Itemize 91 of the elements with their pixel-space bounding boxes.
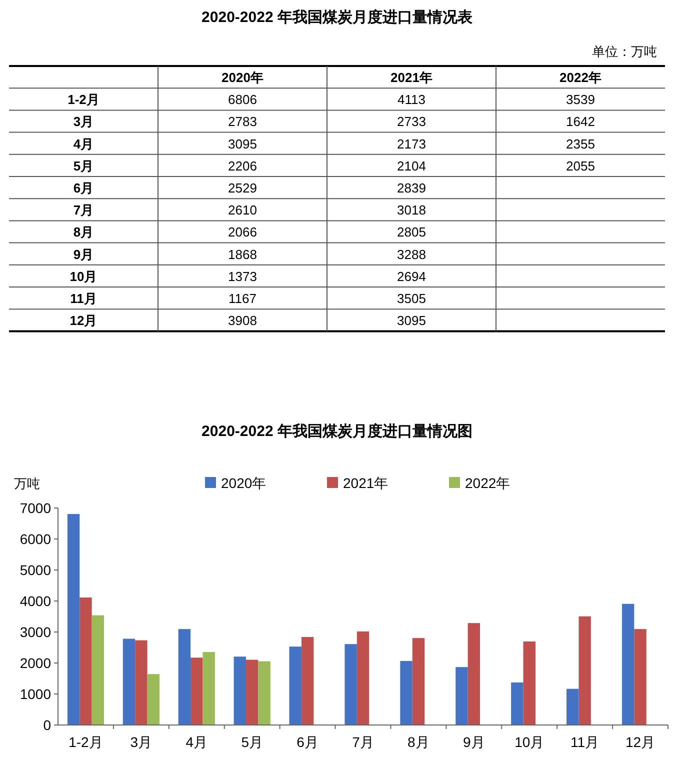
data-label: 2066 [228, 224, 257, 240]
x-tick-label: 6月 [296, 734, 318, 750]
bar [344, 644, 357, 725]
bar [634, 629, 646, 725]
y-tick-label: 8月 [73, 224, 94, 240]
data-label: 2104 [397, 158, 426, 174]
data-label: 3505 [397, 291, 426, 306]
bar [622, 604, 634, 725]
bar [456, 667, 468, 725]
data-label: 2206 [228, 158, 257, 174]
y-axis-title: 万吨 [14, 476, 40, 491]
data-label: 3018 [397, 202, 426, 218]
bar [190, 658, 203, 725]
y-tick-label: 11月 [70, 291, 97, 306]
bar [80, 597, 92, 725]
y-tick-label: 10月 [70, 268, 98, 284]
x-tick-label: 2022年 [560, 70, 602, 85]
y-tick-label: 2000 [20, 655, 52, 671]
data-label: 2355 [566, 136, 595, 152]
y-tick-label: 5000 [20, 562, 52, 578]
x-tick-label: 7月 [352, 734, 374, 750]
bar [135, 640, 148, 725]
bar [412, 638, 425, 725]
y-tick-label: 7月 [73, 202, 94, 218]
data-label: 2173 [397, 136, 426, 152]
data-label: 3095 [228, 136, 257, 152]
bar [400, 660, 412, 725]
data-label: 3539 [566, 92, 595, 108]
data-label: 2783 [228, 114, 257, 130]
chart-title: 2020-2022 年我国煤炭月度进口量情况表 [202, 8, 474, 26]
y-tick-label: 4月 [73, 136, 94, 152]
bar [258, 661, 270, 725]
data-label: 2055 [566, 158, 595, 174]
bar [356, 631, 370, 725]
bar [301, 636, 314, 725]
x-tick-label: 3月 [130, 734, 152, 750]
y-tick-label: 12月 [70, 313, 98, 328]
x-tick-label: 5月 [241, 734, 263, 750]
y-tick-label: 9月 [73, 246, 94, 262]
bar [202, 652, 215, 725]
bar [578, 616, 591, 725]
data-label: 2839 [397, 180, 426, 196]
bar [122, 638, 136, 725]
bar [523, 641, 536, 725]
y-tick-label: 1-2月 [68, 92, 100, 108]
bar [147, 674, 160, 725]
legend-label: 2020年 [221, 475, 266, 491]
bar [289, 646, 302, 725]
y-tick-label: 1000 [20, 686, 52, 702]
bar [67, 514, 80, 725]
x-tick-label: 11月 [570, 734, 600, 750]
y-tick-label: 4000 [20, 593, 52, 609]
data-label: 1642 [566, 114, 595, 130]
y-tick-label: 3月 [73, 114, 94, 130]
data-label: 2529 [228, 180, 257, 196]
bar [234, 656, 246, 725]
data-label: 3095 [397, 313, 426, 328]
y-tick-label: 5月 [73, 158, 94, 174]
data-label: 2733 [397, 114, 426, 130]
data-label: 1868 [228, 246, 257, 262]
data-label: 2694 [397, 268, 426, 284]
y-tick-label: 3000 [20, 624, 52, 640]
bar [468, 623, 480, 725]
data-label: 4113 [398, 92, 426, 108]
data-label: 1373 [228, 268, 257, 284]
x-tick-label: 4月 [186, 734, 208, 750]
x-tick-label: 12月 [625, 734, 656, 750]
x-tick-label: 8月 [408, 734, 430, 750]
x-tick-label: 10月 [514, 734, 544, 750]
x-tick-label: 2020年 [222, 70, 264, 85]
x-tick-label: 2021年 [390, 70, 432, 85]
data-label: 6806 [228, 92, 257, 108]
legend-label: 2022年 [465, 475, 510, 491]
y-tick-label: 6000 [20, 531, 52, 547]
bar [92, 615, 104, 725]
data-label: 2805 [397, 224, 426, 240]
bar [511, 682, 524, 725]
data-label: 2610 [228, 202, 257, 218]
y-tick-label: 6月 [73, 180, 94, 196]
legend-label: 2021年 [343, 475, 388, 491]
y-tick-label: 0 [43, 717, 52, 733]
bar [246, 660, 258, 725]
chart-title: 2020-2022 年我国煤炭月度进口量情况图 [202, 422, 472, 440]
bar [178, 629, 191, 725]
y-tick-label: 7000 [20, 500, 52, 516]
data-label: 3908 [228, 313, 257, 328]
bar [566, 688, 579, 725]
data-label: 1167 [228, 291, 256, 306]
data-label: 3288 [397, 246, 426, 262]
x-tick-label: 9月 [463, 734, 485, 750]
text: 单位：万吨 [592, 44, 657, 59]
